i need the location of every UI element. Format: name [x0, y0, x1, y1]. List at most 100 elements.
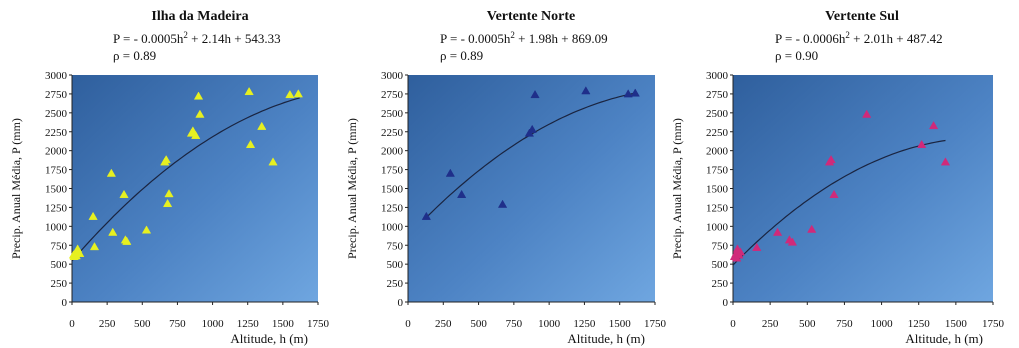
x-tick-label: 750	[506, 318, 523, 330]
chart-panel-3: Vertente Sul P = - 0.0006h2 + 2.01h + 487…	[670, 9, 1005, 346]
data-point	[244, 86, 254, 96]
data-point	[141, 225, 152, 234]
data-point	[630, 88, 640, 97]
data-point	[88, 211, 98, 220]
y-tick-label: 3000	[706, 70, 729, 82]
y-tick-label: 1500	[706, 184, 729, 196]
y-tick-label: 2250	[381, 127, 404, 139]
y-tick-label: 1000	[706, 221, 729, 233]
y-tick-label: 2500	[706, 108, 729, 120]
y-tick-label: 0	[62, 297, 68, 309]
data-point	[807, 224, 817, 233]
data-point	[497, 199, 508, 208]
data-point	[268, 157, 278, 166]
chart-title: Vertente Sul	[825, 9, 899, 24]
data-point	[581, 86, 591, 95]
data-point	[862, 109, 872, 118]
data-point	[285, 89, 295, 99]
x-tick-label: 1250	[573, 318, 596, 330]
data-point	[940, 157, 951, 166]
data-point	[193, 91, 204, 100]
data-point	[752, 242, 762, 251]
y-tick-label: 1500	[381, 184, 404, 196]
x-tick-label: 1250	[908, 318, 931, 330]
data-point	[445, 168, 455, 177]
y-tick-label: 750	[387, 240, 404, 252]
y-axis-label: Precip. Anual Média, P (mm)	[345, 118, 359, 259]
data-point	[245, 139, 256, 149]
trendline	[71, 97, 300, 262]
y-tick-label: 1750	[706, 165, 729, 177]
data-point	[928, 120, 939, 130]
x-tick-label: 0	[730, 318, 736, 330]
data-point	[191, 130, 201, 139]
data-point	[89, 242, 100, 251]
data-point	[71, 251, 81, 260]
y-tick-label: 1250	[381, 202, 404, 214]
y-tick-label: 1500	[45, 184, 68, 196]
data-point	[917, 139, 927, 149]
chart-panel-2: Vertente Norte P = - 0.0005h2 + 1.98h + 8…	[345, 9, 667, 346]
data-point	[735, 247, 746, 256]
x-tick-label: 500	[470, 318, 487, 330]
y-tick-label: 250	[712, 278, 729, 290]
y-tick-label: 1750	[381, 165, 404, 177]
data-point	[421, 211, 431, 220]
trendline	[732, 139, 946, 266]
x-tick-label: 0	[405, 318, 411, 330]
y-tick-label: 2750	[706, 89, 729, 101]
y-tick-label: 2000	[706, 146, 729, 158]
chart-title: Ilha da Madeira	[151, 9, 248, 24]
data-point	[623, 89, 633, 98]
y-tick-label: 1250	[45, 202, 68, 214]
correlation-coefficient: ρ = 0.89	[113, 48, 156, 63]
x-tick-label: 1250	[237, 318, 260, 330]
y-tick-label: 3000	[45, 70, 68, 82]
y-tick-label: 500	[387, 259, 404, 271]
x-tick-label: 250	[99, 318, 116, 330]
chart-title: Vertente Norte	[487, 9, 576, 24]
y-tick-label: 750	[51, 240, 68, 252]
y-tick-label: 2750	[45, 89, 68, 101]
x-tick-label: 1750	[982, 318, 1005, 330]
data-point	[787, 237, 798, 246]
correlation-coefficient: ρ = 0.89	[440, 48, 483, 63]
y-tick-label: 500	[712, 259, 729, 271]
y-tick-label: 1750	[45, 165, 68, 177]
data-point	[530, 89, 540, 99]
y-tick-label: 1250	[706, 202, 729, 214]
data-point	[826, 155, 836, 164]
y-tick-label: 250	[51, 278, 68, 290]
x-axis-label: Altitude, h (m)	[567, 331, 645, 346]
regression-equation: P = - 0.0005h2 + 1.98h + 869.09	[440, 30, 608, 46]
y-tick-label: 500	[51, 259, 68, 271]
y-tick-label: 3000	[381, 70, 404, 82]
x-tick-label: 0	[69, 318, 75, 330]
x-axis-label: Altitude, h (m)	[230, 331, 308, 346]
x-tick-label: 500	[134, 318, 151, 330]
data-point	[164, 189, 174, 198]
data-point	[162, 198, 173, 208]
y-tick-label: 2000	[45, 146, 68, 158]
regression-equation: P = - 0.0005h2 + 2.14h + 543.33	[113, 30, 281, 46]
y-tick-label: 2500	[381, 108, 404, 120]
data-point	[195, 109, 205, 118]
x-tick-label: 750	[169, 318, 186, 330]
data-point	[829, 189, 839, 198]
data-point	[772, 227, 783, 236]
y-tick-label: 750	[712, 240, 729, 252]
x-tick-label: 500	[799, 318, 816, 330]
data-point	[108, 227, 118, 236]
data-point	[457, 189, 467, 198]
x-tick-label: 1500	[945, 318, 968, 330]
x-axis-label: Altitude, h (m)	[905, 331, 983, 346]
data-point	[527, 124, 537, 133]
y-axis-label: Precip. Anual Média, P (mm)	[9, 118, 23, 259]
x-tick-label: 1750	[644, 318, 667, 330]
y-tick-label: 2500	[45, 108, 68, 120]
y-tick-label: 2000	[381, 146, 404, 158]
x-tick-label: 1500	[609, 318, 632, 330]
y-tick-label: 1000	[45, 221, 68, 233]
x-tick-label: 1750	[307, 318, 330, 330]
y-tick-label: 2250	[45, 127, 68, 139]
